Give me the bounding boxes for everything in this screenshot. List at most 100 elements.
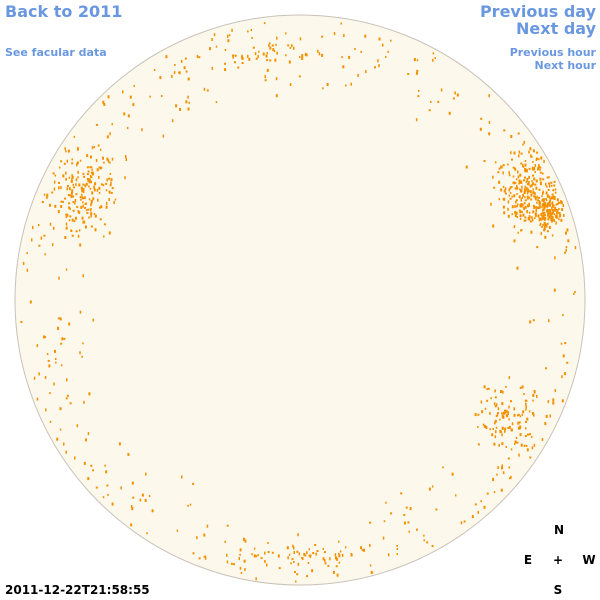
facula: [72, 195, 74, 198]
facula: [224, 48, 227, 51]
facula: [403, 514, 406, 516]
facula: [89, 209, 92, 212]
facula: [508, 188, 510, 192]
facula: [113, 201, 115, 204]
facula: [99, 206, 101, 209]
facula: [230, 562, 233, 565]
facula: [524, 176, 526, 179]
facula: [529, 220, 532, 223]
facula: [304, 52, 307, 56]
facula: [507, 214, 510, 218]
timestamp: 2011-12-22T21:58:55: [5, 583, 150, 597]
facula: [566, 361, 569, 364]
next-hour-link[interactable]: Next hour: [535, 59, 597, 72]
facula: [183, 66, 186, 70]
facula: [454, 91, 456, 95]
facula: [299, 37, 302, 41]
facula: [494, 419, 497, 423]
facula: [141, 128, 143, 132]
previous-hour-link[interactable]: Previous hour: [510, 46, 597, 59]
facula: [294, 571, 296, 573]
facula: [513, 194, 516, 198]
facula: [321, 35, 324, 38]
facular-data-link[interactable]: See facular data: [5, 46, 107, 59]
facula: [232, 54, 235, 57]
facula: [563, 214, 565, 217]
facula: [99, 166, 102, 170]
facula: [327, 565, 330, 567]
facula: [508, 171, 510, 175]
facula: [502, 471, 505, 475]
facula: [383, 520, 386, 523]
facula: [203, 533, 206, 537]
facula: [291, 44, 293, 48]
facula: [95, 159, 98, 162]
facula: [51, 243, 54, 247]
facula: [521, 385, 524, 389]
facula: [551, 206, 553, 210]
facula: [79, 310, 82, 314]
facula: [53, 382, 55, 386]
facula: [54, 174, 56, 177]
back-link[interactable]: Back to 2011: [5, 2, 122, 21]
facula: [264, 75, 266, 79]
facula: [528, 204, 530, 207]
facula: [510, 448, 513, 451]
facula: [72, 209, 75, 212]
facula: [541, 218, 544, 221]
facula: [332, 570, 335, 574]
facula: [111, 187, 114, 190]
facula: [492, 175, 494, 179]
facula: [32, 226, 34, 229]
facula: [296, 550, 299, 553]
facula: [345, 84, 347, 87]
facula: [314, 544, 317, 546]
facula: [553, 196, 556, 199]
facula: [544, 223, 546, 227]
facula: [544, 202, 547, 206]
facula: [105, 205, 108, 209]
facula: [524, 185, 526, 188]
facula: [106, 178, 108, 182]
facula: [544, 211, 546, 214]
facula: [287, 44, 290, 47]
facula: [529, 433, 531, 436]
facula: [555, 221, 557, 225]
facula: [423, 534, 425, 537]
previous-day-link[interactable]: Previous day: [480, 2, 597, 21]
facula: [526, 195, 529, 198]
facula: [71, 218, 74, 222]
next-day-link[interactable]: Next day: [516, 19, 597, 38]
facula: [542, 199, 544, 202]
facula: [525, 405, 527, 409]
facula: [562, 314, 564, 317]
facula: [520, 205, 523, 208]
facula: [408, 530, 410, 533]
facula: [494, 435, 497, 439]
facula: [535, 209, 537, 213]
facula: [269, 42, 271, 45]
facula: [94, 228, 97, 232]
facula: [60, 205, 63, 208]
facula: [512, 166, 515, 169]
facula: [171, 74, 173, 78]
facula: [523, 202, 526, 205]
facula: [232, 55, 234, 59]
facula: [489, 411, 491, 415]
facula: [125, 158, 127, 161]
facula: [174, 64, 176, 66]
facula: [76, 163, 78, 167]
facula: [543, 198, 545, 202]
facula: [73, 135, 76, 138]
facula: [511, 205, 514, 209]
facula: [71, 162, 74, 165]
facula: [72, 183, 74, 186]
facula: [87, 208, 90, 211]
facula: [33, 376, 36, 380]
facula: [305, 53, 308, 57]
facula: [87, 178, 90, 181]
facula: [90, 225, 93, 228]
facula: [304, 554, 307, 557]
facula: [428, 487, 431, 491]
facula: [547, 217, 550, 221]
